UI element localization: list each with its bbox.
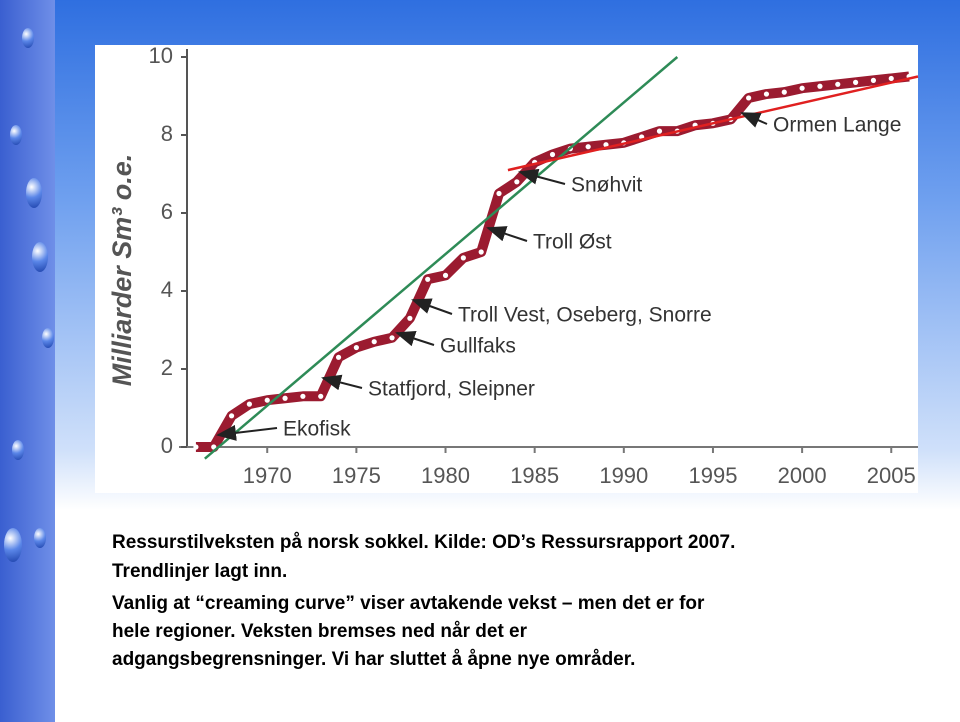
data-point: [817, 83, 823, 89]
x-tick-label: 1995: [688, 463, 737, 488]
y-tick-label: 2: [161, 355, 173, 380]
annotation: Gullfaks: [440, 335, 516, 358]
data-point: [353, 344, 359, 351]
drop: [26, 178, 42, 208]
x-tick-label: 1975: [332, 463, 381, 488]
data-point: [335, 354, 342, 360]
data-point: [496, 190, 502, 197]
annotation: Ekofisk: [283, 418, 351, 441]
data-point: [300, 393, 306, 399]
data-point: [656, 128, 663, 134]
slide-text: Ressurstilveksten på norsk sokkel. Kilde…: [112, 528, 735, 674]
y-tick-label: 10: [149, 43, 173, 68]
annotation-arrow: [740, 112, 768, 128]
data-point: [246, 401, 253, 407]
data-point: [603, 142, 609, 148]
data-point: [460, 255, 466, 261]
data-point: [371, 339, 377, 345]
x-tick-label: 2000: [778, 463, 827, 488]
data-point: [282, 395, 288, 401]
data-point: [389, 335, 395, 341]
data-point: [549, 151, 556, 158]
data-point: [211, 444, 217, 450]
data-point: [585, 144, 591, 150]
data-point: [852, 79, 859, 85]
annotation-arrow: [486, 226, 528, 242]
data-point: [478, 249, 484, 255]
annotation: Snøhvit: [571, 174, 642, 197]
x-tick-label: 1970: [243, 463, 292, 488]
drop: [4, 528, 22, 562]
annotation-arrow: [395, 330, 435, 347]
y-tick-label: 6: [161, 199, 173, 224]
data-point: [746, 95, 752, 101]
drop: [32, 242, 48, 272]
annotation-arrow: [411, 298, 453, 315]
body-line: hele regioner. Veksten bremses ned når d…: [112, 621, 528, 642]
x-tick-label: 1980: [421, 463, 470, 488]
x-tick-label: 1990: [599, 463, 648, 488]
data-point: [318, 393, 324, 399]
x-tick-label: 2005: [867, 463, 916, 488]
data-point: [442, 272, 449, 278]
body-line: Vanlig at “creaming curve” viser avtaken…: [112, 593, 705, 614]
annotation: Troll Vest, Oseberg, Snorre: [458, 304, 712, 327]
annotation-arrow: [321, 374, 363, 391]
drop: [42, 328, 54, 348]
data-point: [835, 81, 841, 87]
data-point: [763, 91, 770, 97]
body-line: adgangsbegrensninger. Vi har sluttet å å…: [112, 649, 636, 670]
side-strip: [0, 0, 55, 722]
trend-line: [204, 56, 679, 460]
data-point: [228, 413, 235, 419]
y-tick-label: 0: [161, 433, 173, 458]
data-point: [514, 179, 520, 185]
drop: [34, 528, 46, 548]
y-axis-label: Milliarder Sm³ o.e.: [107, 154, 137, 387]
drop: [12, 440, 24, 460]
annotation: Statfjord, Sleipner: [368, 378, 535, 401]
trend-line: [507, 75, 919, 172]
chart-panel: [95, 45, 918, 493]
y-tick-label: 4: [161, 277, 173, 302]
data-point: [425, 276, 431, 282]
x-tick-label: 1985: [510, 463, 559, 488]
data-point: [888, 75, 894, 82]
y-tick-label: 8: [161, 121, 173, 146]
drop: [22, 28, 34, 48]
data-point: [870, 77, 877, 83]
caption: Ressurstilveksten på norsk sokkel. Kilde…: [112, 532, 736, 553]
data-point: [799, 85, 805, 91]
annotation: Troll Øst: [533, 231, 612, 254]
data-point: [193, 444, 199, 450]
annotation: Ormen Lange: [773, 114, 901, 137]
data-point: [781, 89, 787, 95]
drop: [10, 125, 22, 145]
data-point: [407, 315, 413, 321]
annotation-arrow: [518, 168, 566, 185]
body: Vanlig at “creaming curve” viser avtaken…: [112, 590, 735, 674]
data-point: [264, 397, 270, 403]
caption: Trendlinjer lagt inn.: [112, 561, 288, 582]
annotation-arrow: [216, 424, 278, 441]
